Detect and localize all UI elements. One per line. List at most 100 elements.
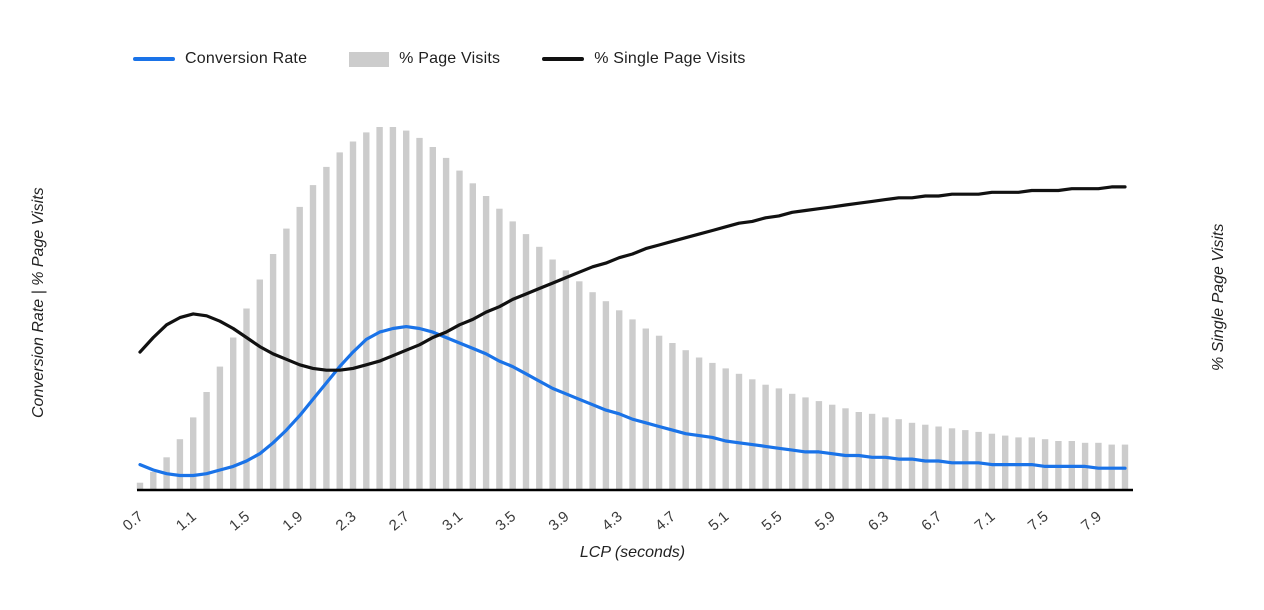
x-tick-label: 2.7	[386, 508, 413, 534]
bar-page-visits	[336, 152, 343, 490]
bar-page-visits	[735, 373, 743, 490]
x-tick-label: 7.1	[972, 508, 999, 534]
x-tick-label: 1.1	[173, 508, 200, 534]
bar-page-visits	[1002, 435, 1009, 490]
bar-page-visits	[616, 310, 623, 490]
x-tick-label: 7.9	[1078, 508, 1105, 534]
chart-legend: Conversion Rate % Page Visits % Single P…	[133, 50, 746, 68]
x-tick-label: 5.9	[812, 508, 839, 534]
bar-page-visits	[642, 328, 649, 490]
bar-page-visits	[1095, 442, 1102, 490]
bar-page-visits	[482, 196, 490, 490]
x-tick-label: 3.5	[492, 508, 519, 534]
legend-item-single-page-visits: % Single Page Visits	[542, 50, 745, 68]
bar-page-visits	[376, 127, 383, 490]
x-tick-label: 1.9	[279, 508, 306, 534]
bar-page-visits	[789, 393, 796, 490]
bar-page-visits	[403, 130, 410, 490]
bar-page-visits	[469, 183, 476, 491]
bar-page-visits	[442, 157, 450, 490]
bar-page-visits	[496, 208, 503, 490]
bar-page-visits	[935, 426, 942, 490]
bar-page-visits	[256, 279, 263, 490]
bar-page-visits	[629, 319, 636, 490]
bar-page-visits	[962, 430, 969, 490]
x-tick-label: 5.1	[705, 508, 732, 534]
bar-page-visits	[975, 431, 982, 490]
legend-label: % Page Visits	[399, 50, 501, 67]
black-line-swatch-icon	[542, 57, 585, 61]
bar-page-visits	[855, 412, 862, 490]
x-axis-title: LCP (seconds)	[579, 544, 686, 561]
legend-item-conversion-rate: Conversion Rate	[133, 50, 307, 68]
x-tick-label: 6.3	[865, 508, 892, 534]
bar-page-visits	[323, 166, 330, 490]
bar-page-visits	[363, 132, 370, 490]
bar-page-visits	[802, 397, 809, 490]
x-tick-label: 1.5	[226, 508, 253, 534]
bar-page-visits	[389, 127, 397, 490]
line-conversion-rate	[138, 325, 1127, 478]
bar-page-visits	[269, 254, 277, 490]
bar-page-visits	[829, 404, 836, 490]
bar-page-visits	[988, 433, 996, 490]
x-tick-label: 3.9	[546, 508, 573, 534]
bar-page-visits	[349, 141, 357, 490]
bar-page-visits	[762, 384, 769, 490]
bar-page-visits	[895, 419, 902, 490]
bar-page-visits	[509, 221, 516, 490]
bar-page-visits	[136, 482, 144, 490]
bar-page-visits	[549, 259, 556, 490]
bar-page-visits	[243, 308, 250, 490]
bar-page-visits	[216, 366, 224, 490]
bar-page-visits	[815, 401, 823, 490]
bar-page-visits	[416, 137, 423, 490]
x-tick-label: 7.5	[1025, 508, 1052, 534]
x-tick-label: 0.7	[120, 508, 147, 534]
bar-page-visits	[522, 234, 530, 490]
x-tick-label: 2.3	[333, 508, 360, 534]
bar-page-visits	[922, 424, 929, 490]
legend-item-page-visits: % Page Visits	[349, 50, 500, 68]
x-tick-label: 5.5	[759, 508, 786, 534]
bar-page-visits	[456, 170, 463, 490]
bar-page-visits	[1041, 439, 1049, 490]
blue-line-swatch-icon	[133, 57, 175, 61]
bar-page-visits	[429, 147, 436, 490]
bar-page-visits	[150, 471, 157, 490]
bar-page-visits	[190, 417, 197, 490]
bar-page-visits	[203, 392, 210, 490]
bar-page-visits	[230, 337, 237, 490]
bar-page-visits	[176, 439, 184, 490]
bar-page-visits	[749, 379, 756, 490]
bar-page-visits	[576, 281, 583, 490]
x-tick-label: 4.3	[599, 508, 626, 534]
bar-page-visits	[602, 301, 610, 490]
bar-page-visits	[722, 368, 729, 490]
bar-page-visits	[309, 185, 317, 490]
x-tick-label: 4.7	[652, 508, 679, 534]
legend-label: Conversion Rate	[185, 50, 308, 67]
legend-label: % Single Page Visits	[594, 50, 746, 67]
bar-page-visits	[908, 422, 916, 490]
bar-page-visits	[536, 246, 543, 490]
bar-page-visits	[775, 388, 783, 490]
x-tick-label: 6.7	[918, 508, 945, 534]
bar-page-visits	[842, 408, 849, 490]
bar-page-visits	[682, 350, 689, 490]
bar-page-visits	[669, 343, 676, 490]
x-tick-label: 3.1	[439, 508, 466, 534]
bar-page-visits	[562, 270, 570, 490]
gray-bar-swatch-icon	[349, 51, 390, 67]
line-single-page-visits	[138, 185, 1127, 372]
bar-page-visits	[296, 206, 303, 490]
bar-page-visits	[655, 335, 663, 490]
bar-page-visits	[948, 428, 956, 490]
bar-page-visits	[882, 417, 889, 490]
bar-page-visits	[709, 362, 716, 490]
bar-page-visits	[695, 357, 703, 490]
bar-page-visits	[868, 413, 876, 490]
bar-page-visits	[589, 292, 596, 490]
